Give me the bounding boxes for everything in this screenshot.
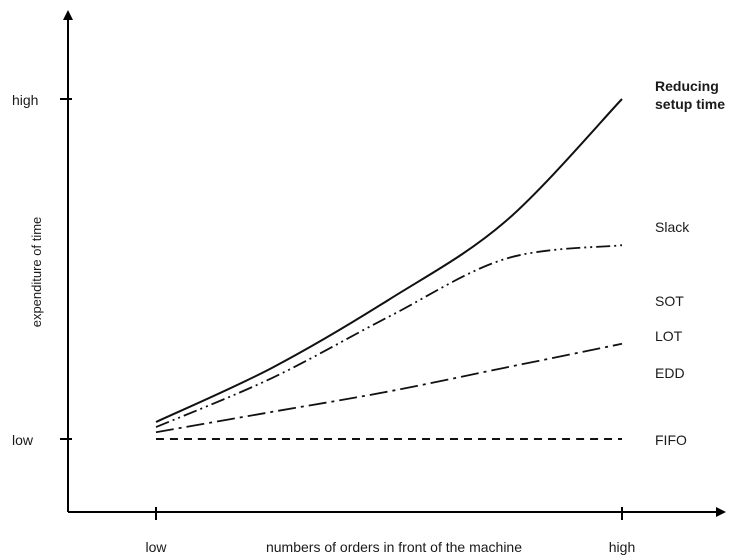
- series-label-reducing-line-2: setup time: [655, 96, 725, 112]
- x-axis-label: numbers of orders in front of the machin…: [266, 539, 522, 555]
- y-tick-label-high: high: [12, 92, 38, 108]
- series-line-reducing-setup-time: [155, 98, 623, 423]
- series-label-sot: SOT: [655, 293, 684, 309]
- series-label-reducing-setup-time: Reducing setup time: [655, 78, 725, 112]
- series-label-slack: Slack: [655, 219, 690, 235]
- series-label-reducing-line-1: Reducing: [655, 78, 719, 94]
- x-tick-label-high: high: [609, 539, 635, 555]
- series-line-slack: [155, 244, 623, 428]
- series-label-lot: LOT: [655, 328, 683, 344]
- x-tick-label-low: low: [145, 539, 167, 555]
- y-tick-label-low: low: [12, 432, 34, 448]
- series-label-edd: EDD: [655, 365, 685, 381]
- y-axis-label: expenditure of time: [29, 217, 44, 328]
- series-line-sot: [155, 342, 623, 434]
- series-label-fifo: FIFO: [655, 432, 687, 448]
